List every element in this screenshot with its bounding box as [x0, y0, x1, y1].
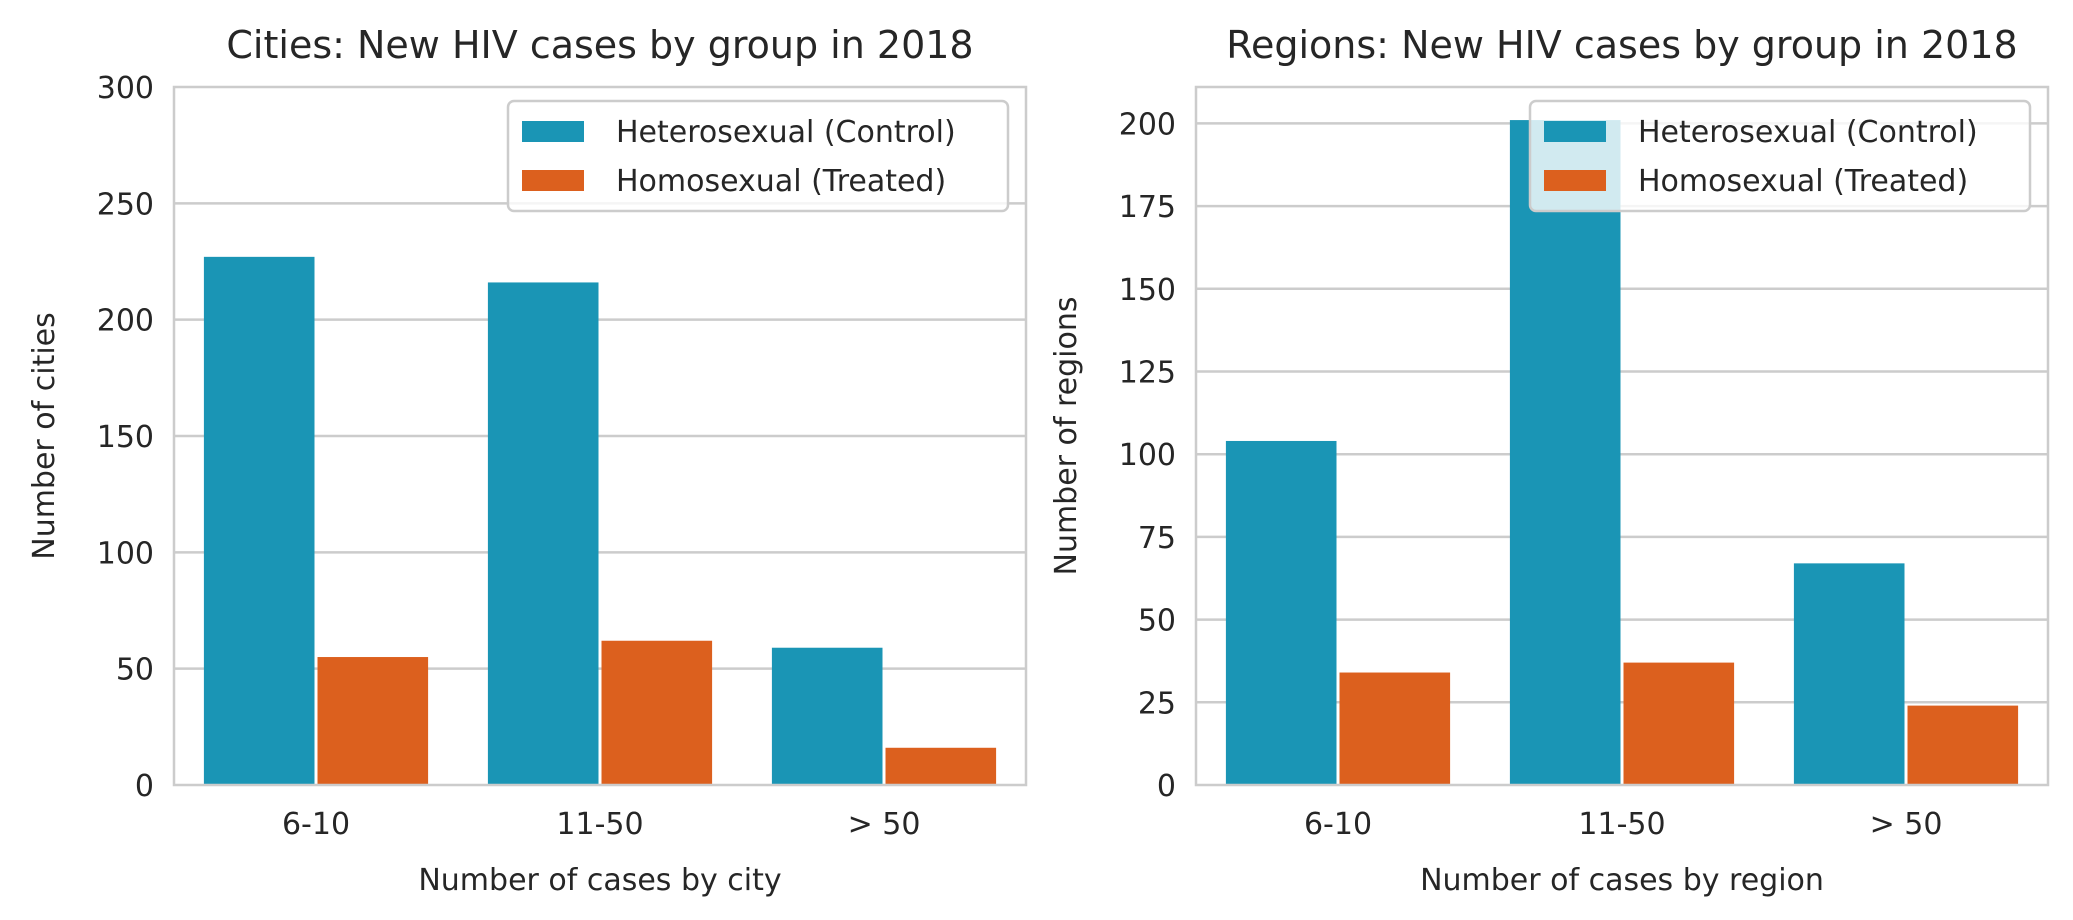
legend-swatch-control: [1544, 121, 1606, 142]
legend-box: [506, 99, 1010, 213]
bar-control-3: [771, 647, 883, 785]
legend-swatch-control: [522, 121, 584, 142]
y-tick-label: 150: [1119, 273, 1176, 308]
y-tick-label: 250: [97, 187, 154, 222]
x-axis-label: Number of cases by city: [418, 863, 781, 898]
y-tick-label: 50: [1138, 604, 1176, 639]
bar-control-1: [203, 256, 315, 785]
bar-treated-2: [1623, 662, 1735, 785]
bar-treated-3: [1907, 705, 2019, 785]
chart-title: Regions: New HIV cases by group in 2018: [1226, 23, 2017, 67]
gridlines: [1196, 122, 2048, 704]
bar-treated-2: [601, 640, 713, 785]
legend-label-treated: Homosexual (Treated): [1638, 164, 1968, 199]
legend-label-treated: Homosexual (Treated): [616, 164, 946, 199]
legend-swatch-treated: [522, 170, 584, 191]
y-tick-label: 200: [97, 304, 154, 339]
legend-swatch-treated: [1544, 170, 1606, 191]
y-tick-labels: 0 50 100 150 200 250 300: [97, 71, 154, 804]
chart-regions: Regions: New HIV cases by group in 2018 …: [1049, 23, 2050, 898]
chart-cities: Cities: New HIV cases by group in 2018 0…: [27, 23, 1028, 898]
bar-control-1: [1225, 440, 1337, 785]
x-tick-label: 6-10: [1304, 807, 1372, 842]
y-tick-label: 175: [1119, 190, 1176, 225]
y-tick-labels: 0 25 50 75 100 125 150 175 200: [1119, 107, 1176, 804]
y-tick-label: 75: [1138, 521, 1176, 556]
bars: [203, 256, 997, 785]
bars: [1225, 120, 2019, 785]
y-tick-label: 300: [97, 71, 154, 106]
x-tick-label: > 50: [848, 807, 921, 842]
x-tick-label: 11-50: [556, 807, 643, 842]
y-tick-label: 200: [1119, 107, 1176, 142]
y-tick-label: 25: [1138, 686, 1176, 721]
legend: Heterosexual (Control) Homosexual (Treat…: [1528, 99, 2032, 213]
x-axis-label: Number of cases by region: [1420, 863, 1824, 898]
x-tick-label: > 50: [1870, 807, 1943, 842]
y-axis-label: Number of cities: [27, 312, 62, 560]
legend-label-control: Heterosexual (Control): [616, 115, 956, 150]
plot-frame: [172, 85, 1028, 787]
y-tick-label: 150: [97, 420, 154, 455]
bar-control-3: [1793, 563, 1905, 785]
legend-box: [1528, 99, 2032, 213]
x-tick-label: 6-10: [282, 807, 350, 842]
x-tick-labels: 6-10 11-50 > 50: [1304, 807, 1942, 842]
y-tick-label: 0: [1157, 769, 1176, 804]
y-tick-label: 50: [116, 653, 154, 688]
x-tick-labels: 6-10 11-50 > 50: [282, 807, 920, 842]
bar-control-2: [487, 282, 599, 785]
plot-frame: [1194, 85, 2050, 787]
x-tick-label: 11-50: [1578, 807, 1665, 842]
chart-title: Cities: New HIV cases by group in 2018: [226, 23, 973, 67]
y-tick-label: 100: [97, 536, 154, 571]
bar-treated-1: [317, 657, 429, 785]
bar-treated-3: [885, 747, 997, 785]
bar-control-2: [1509, 120, 1621, 785]
y-tick-label: 125: [1119, 355, 1176, 390]
y-tick-label: 100: [1119, 438, 1176, 473]
y-axis-label: Number of regions: [1049, 296, 1084, 575]
bar-treated-1: [1339, 672, 1451, 785]
legend-label-control: Heterosexual (Control): [1638, 115, 1978, 150]
y-tick-label: 0: [135, 769, 154, 804]
legend: Heterosexual (Control) Homosexual (Treat…: [506, 99, 1010, 213]
